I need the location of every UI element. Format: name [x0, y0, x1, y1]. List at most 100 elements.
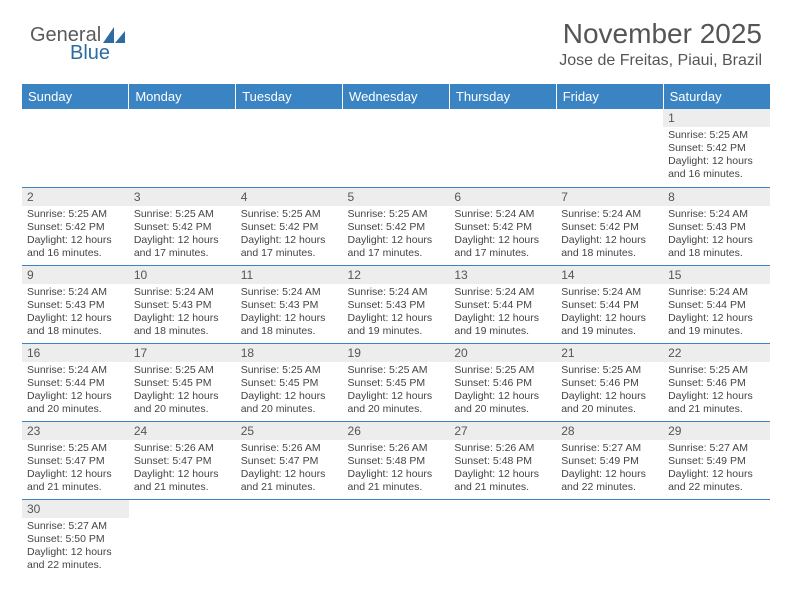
day-header: Friday: [556, 84, 663, 109]
calendar-body: 1Sunrise: 5:25 AMSunset: 5:42 PMDaylight…: [22, 109, 770, 577]
sunset-text: Sunset: 5:42 PM: [134, 221, 231, 234]
calendar-cell: 12Sunrise: 5:24 AMSunset: 5:43 PMDayligh…: [343, 265, 450, 343]
sunset-text: Sunset: 5:42 PM: [561, 221, 658, 234]
calendar-cell: 28Sunrise: 5:27 AMSunset: 5:49 PMDayligh…: [556, 421, 663, 499]
day-header: Tuesday: [236, 84, 343, 109]
calendar-cell: [449, 109, 556, 187]
sunset-text: Sunset: 5:44 PM: [454, 299, 551, 312]
calendar-week: 30Sunrise: 5:27 AMSunset: 5:50 PMDayligh…: [22, 499, 770, 577]
calendar-cell: 14Sunrise: 5:24 AMSunset: 5:44 PMDayligh…: [556, 265, 663, 343]
day-number: 24: [129, 422, 236, 440]
sunrise-text: Sunrise: 5:27 AM: [27, 520, 124, 533]
daylight-text: Daylight: 12 hours and 16 minutes.: [27, 234, 124, 260]
day-details: Sunrise: 5:24 AMSunset: 5:44 PMDaylight:…: [663, 284, 770, 343]
day-number: 4: [236, 188, 343, 206]
day-details: Sunrise: 5:27 AMSunset: 5:50 PMDaylight:…: [22, 518, 129, 577]
daylight-text: Daylight: 12 hours and 16 minutes.: [668, 155, 765, 181]
day-number: 18: [236, 344, 343, 362]
sunrise-text: Sunrise: 5:24 AM: [668, 286, 765, 299]
daylight-text: Daylight: 12 hours and 17 minutes.: [454, 234, 551, 260]
day-number: 26: [343, 422, 450, 440]
location-subtitle: Jose de Freitas, Piaui, Brazil: [559, 52, 762, 70]
sunrise-text: Sunrise: 5:24 AM: [561, 208, 658, 221]
day-number: 13: [449, 266, 556, 284]
calendar-cell: 29Sunrise: 5:27 AMSunset: 5:49 PMDayligh…: [663, 421, 770, 499]
day-details: Sunrise: 5:24 AMSunset: 5:44 PMDaylight:…: [449, 284, 556, 343]
daylight-text: Daylight: 12 hours and 18 minutes.: [134, 312, 231, 338]
calendar-table: SundayMondayTuesdayWednesdayThursdayFrid…: [22, 84, 770, 577]
day-details: Sunrise: 5:26 AMSunset: 5:48 PMDaylight:…: [343, 440, 450, 499]
daylight-text: Daylight: 12 hours and 19 minutes.: [668, 312, 765, 338]
day-details: Sunrise: 5:25 AMSunset: 5:42 PMDaylight:…: [343, 206, 450, 265]
day-details: Sunrise: 5:24 AMSunset: 5:43 PMDaylight:…: [236, 284, 343, 343]
calendar-week: 9Sunrise: 5:24 AMSunset: 5:43 PMDaylight…: [22, 265, 770, 343]
day-details: Sunrise: 5:25 AMSunset: 5:46 PMDaylight:…: [663, 362, 770, 421]
sunrise-text: Sunrise: 5:24 AM: [454, 208, 551, 221]
daylight-text: Daylight: 12 hours and 19 minutes.: [454, 312, 551, 338]
sunset-text: Sunset: 5:42 PM: [454, 221, 551, 234]
day-number: 28: [556, 422, 663, 440]
sunrise-text: Sunrise: 5:24 AM: [27, 364, 124, 377]
day-number: 8: [663, 188, 770, 206]
calendar-cell: 27Sunrise: 5:26 AMSunset: 5:48 PMDayligh…: [449, 421, 556, 499]
day-number: 14: [556, 266, 663, 284]
day-details: Sunrise: 5:25 AMSunset: 5:45 PMDaylight:…: [129, 362, 236, 421]
calendar-cell: 18 Sunrise: 5:25 AMSunset: 5:45 PMDayligh…: [236, 343, 343, 421]
day-details: Sunrise: 5:26 AMSunset: 5:48 PMDaylight:…: [449, 440, 556, 499]
day-details: Sunrise: 5:26 AMSunset: 5:47 PMDaylight:…: [129, 440, 236, 499]
day-number: 9: [22, 266, 129, 284]
daylight-text: Daylight: 12 hours and 20 minutes.: [561, 390, 658, 416]
calendar-cell: 3Sunrise: 5:25 AMSunset: 5:42 PMDaylight…: [129, 187, 236, 265]
calendar-cell: 24Sunrise: 5:26 AMSunset: 5:47 PMDayligh…: [129, 421, 236, 499]
day-number: 1: [663, 109, 770, 127]
sunset-text: Sunset: 5:42 PM: [241, 221, 338, 234]
month-title: November 2025: [559, 18, 762, 50]
day-number: 22: [663, 344, 770, 362]
sunset-text: Sunset: 5:43 PM: [668, 221, 765, 234]
sunset-text: Sunset: 5:48 PM: [454, 455, 551, 468]
calendar-cell: [449, 499, 556, 577]
day-details: Sunrise: 5:24 AMSunset: 5:44 PMDaylight:…: [556, 284, 663, 343]
day-number: 25: [236, 422, 343, 440]
day-number: 2: [22, 188, 129, 206]
sunset-text: Sunset: 5:42 PM: [668, 142, 765, 155]
day-details: Sunrise: 5:25 AMSunset: 5:42 PMDaylight:…: [22, 206, 129, 265]
sunrise-text: Sunrise: 5:25 AM: [668, 364, 765, 377]
daylight-text: Daylight: 12 hours and 21 minutes.: [348, 468, 445, 494]
day-number: 27: [449, 422, 556, 440]
day-details: Sunrise: 5:24 AMSunset: 5:43 PMDaylight:…: [129, 284, 236, 343]
daylight-text: Daylight: 12 hours and 22 minutes.: [27, 546, 124, 572]
day-number: 5: [343, 188, 450, 206]
calendar-cell: [236, 109, 343, 187]
sunrise-text: Sunrise: 5:25 AM: [241, 364, 338, 377]
calendar-week: 2Sunrise: 5:25 AMSunset: 5:42 PMDaylight…: [22, 187, 770, 265]
sunset-text: Sunset: 5:47 PM: [27, 455, 124, 468]
sunset-text: Sunset: 5:43 PM: [348, 299, 445, 312]
daylight-text: Daylight: 12 hours and 21 minutes.: [27, 468, 124, 494]
day-number: 16: [22, 344, 129, 362]
day-number: 19: [343, 344, 450, 362]
day-details: Sunrise: 5:25 AMSunset: 5:46 PMDaylight:…: [556, 362, 663, 421]
daylight-text: Daylight: 12 hours and 21 minutes.: [241, 468, 338, 494]
daylight-text: Daylight: 12 hours and 20 minutes.: [348, 390, 445, 416]
day-number: 20: [449, 344, 556, 362]
sunset-text: Sunset: 5:49 PM: [668, 455, 765, 468]
day-header: Sunday: [22, 84, 129, 109]
calendar-cell: 19Sunrise: 5:25 AMSunset: 5:45 PMDayligh…: [343, 343, 450, 421]
daylight-text: Daylight: 12 hours and 19 minutes.: [348, 312, 445, 338]
sunset-text: Sunset: 5:49 PM: [561, 455, 658, 468]
sunset-text: Sunset: 5:46 PM: [668, 377, 765, 390]
sunset-text: Sunset: 5:42 PM: [348, 221, 445, 234]
day-number: 30: [22, 500, 129, 518]
calendar-cell: [556, 109, 663, 187]
calendar-week: 1 Sunrise: 5:25 AMSunset: 5:42 PMDaylight…: [22, 109, 770, 187]
sunrise-text: Sunrise: 5:24 AM: [668, 208, 765, 221]
day-number: 6: [449, 188, 556, 206]
title-block: November 2025 Jose de Freitas, Piaui, Br…: [559, 18, 762, 70]
daylight-text: Daylight: 12 hours and 20 minutes.: [241, 390, 338, 416]
day-header: Saturday: [663, 84, 770, 109]
calendar-cell: 13Sunrise: 5:24 AMSunset: 5:44 PMDayligh…: [449, 265, 556, 343]
sunrise-text: Sunrise: 5:25 AM: [668, 129, 765, 142]
calendar-cell: 4Sunrise: 5:25 AMSunset: 5:42 PMDaylight…: [236, 187, 343, 265]
sunset-text: Sunset: 5:45 PM: [241, 377, 338, 390]
